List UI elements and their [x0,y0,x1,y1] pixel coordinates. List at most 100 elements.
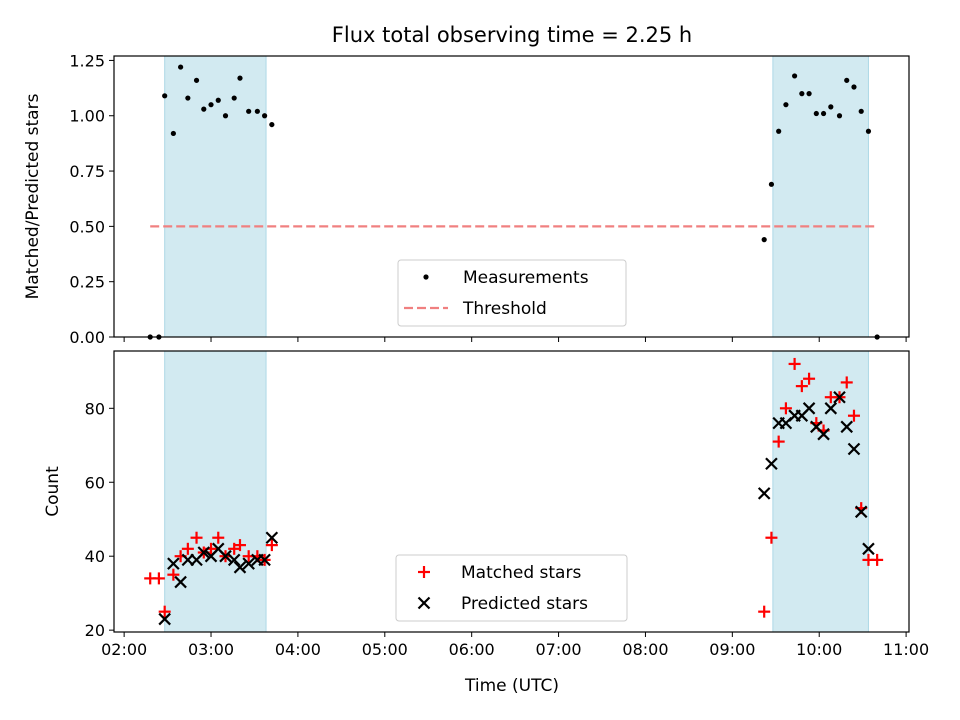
data-point [758,605,771,618]
legend-box [395,554,628,622]
data-point [162,93,168,99]
legend-key [417,596,431,610]
series-measurements [147,64,880,340]
data-point [170,130,176,137]
data-point [768,181,775,187]
data-point-b [847,442,861,456]
data-point [840,420,854,434]
bottom-panel: 20 40 60 80 02:00 03:00 04:00 05:00 06:00 07:00 08… [43,350,929,659]
x-tick-label: 10:00 [796,640,842,659]
series-predicted-stars [158,390,875,626]
data-point [158,612,171,626]
data-point [806,91,812,97]
x-tick-label: 05:00 [362,640,408,659]
observing-window-0 [164,350,267,633]
observing-window-1 [772,55,869,338]
data-point [262,113,268,119]
data-point-b [854,505,868,519]
legend-label: Threshold [462,299,547,319]
data-point [865,128,872,134]
data-point-b [233,561,247,574]
y-axis-label: Count [43,466,63,517]
data-point [190,531,203,544]
data-point [862,542,875,556]
data-point [802,402,816,415]
data-point [242,557,255,570]
legend-box [397,259,627,327]
data-point [795,380,808,393]
x-tick-label: 09:00 [709,640,755,659]
y-axis-label: Matched/Predicted stars [23,93,43,299]
y-tick-label: 20 [85,621,105,640]
data-point-b [219,549,232,563]
y-tick-label: 40 [85,547,105,566]
data-point [847,442,861,456]
data-point [788,357,801,370]
data-point [212,531,225,544]
data-point [803,372,816,385]
data-point [193,77,200,83]
plot-frame [113,350,910,633]
top-panel: 0.00 0.25 0.50 0.75 1.00 1.25 Matched/Predicte… [23,51,910,347]
legend-key [423,274,429,280]
data-point [254,108,260,114]
data-point [851,84,857,90]
data-point [215,97,221,103]
data-point-b [810,420,823,434]
data-point-b [757,487,771,500]
data-point-b [265,531,279,544]
y-tick-label: 60 [85,473,105,492]
observing-window-1 [772,350,869,633]
data-point [776,128,782,134]
data-point [265,531,279,544]
data-point [779,402,792,415]
data-point [185,95,191,101]
chart-title: Flux total observing time = 2.25 h [332,23,692,47]
data-point-b [258,553,271,567]
data-point [222,113,229,119]
data-point [233,539,246,552]
y-tick-label: 0.75 [69,162,105,181]
legend: Measurements Threshold [397,259,627,327]
data-point-b [227,553,241,567]
data-point [233,561,247,574]
x-tick-label: 11:00 [883,640,929,659]
data-point [201,106,207,112]
legend-label: Measurements [463,268,589,288]
data-point [227,553,241,567]
data-point [167,568,180,581]
legend-label: Matched stars [461,563,581,583]
data-point [765,531,778,544]
data-point [258,553,271,567]
data-point-b [824,402,838,415]
data-point [824,402,838,415]
data-point [817,427,830,441]
y-tick-label: 0.50 [69,217,105,236]
data-point [854,505,868,519]
data-point [178,64,184,70]
legend: Matched stars Predicted stars [395,554,628,622]
data-point [871,553,884,566]
data-point-b [174,575,187,589]
data-point [828,104,834,110]
data-point [265,539,278,552]
data-point [757,487,771,500]
legend-label: Predicted stars [461,594,588,614]
x-axis-label: Time (UTC) [464,676,559,696]
data-point [783,102,789,108]
data-point [269,121,275,128]
data-point-b [158,612,171,626]
data-point [840,376,853,389]
data-point [847,409,860,422]
data-point-b [802,402,816,415]
y-tick-label: 0.25 [69,273,105,292]
data-point [237,75,243,81]
data-point [158,605,171,618]
x-tick-label: 02:00 [101,640,147,659]
y-tick-label: 80 [85,399,105,418]
data-point [174,575,187,589]
data-point [246,108,252,114]
data-point [208,102,214,108]
data-point [833,390,846,404]
data-point [858,108,864,114]
